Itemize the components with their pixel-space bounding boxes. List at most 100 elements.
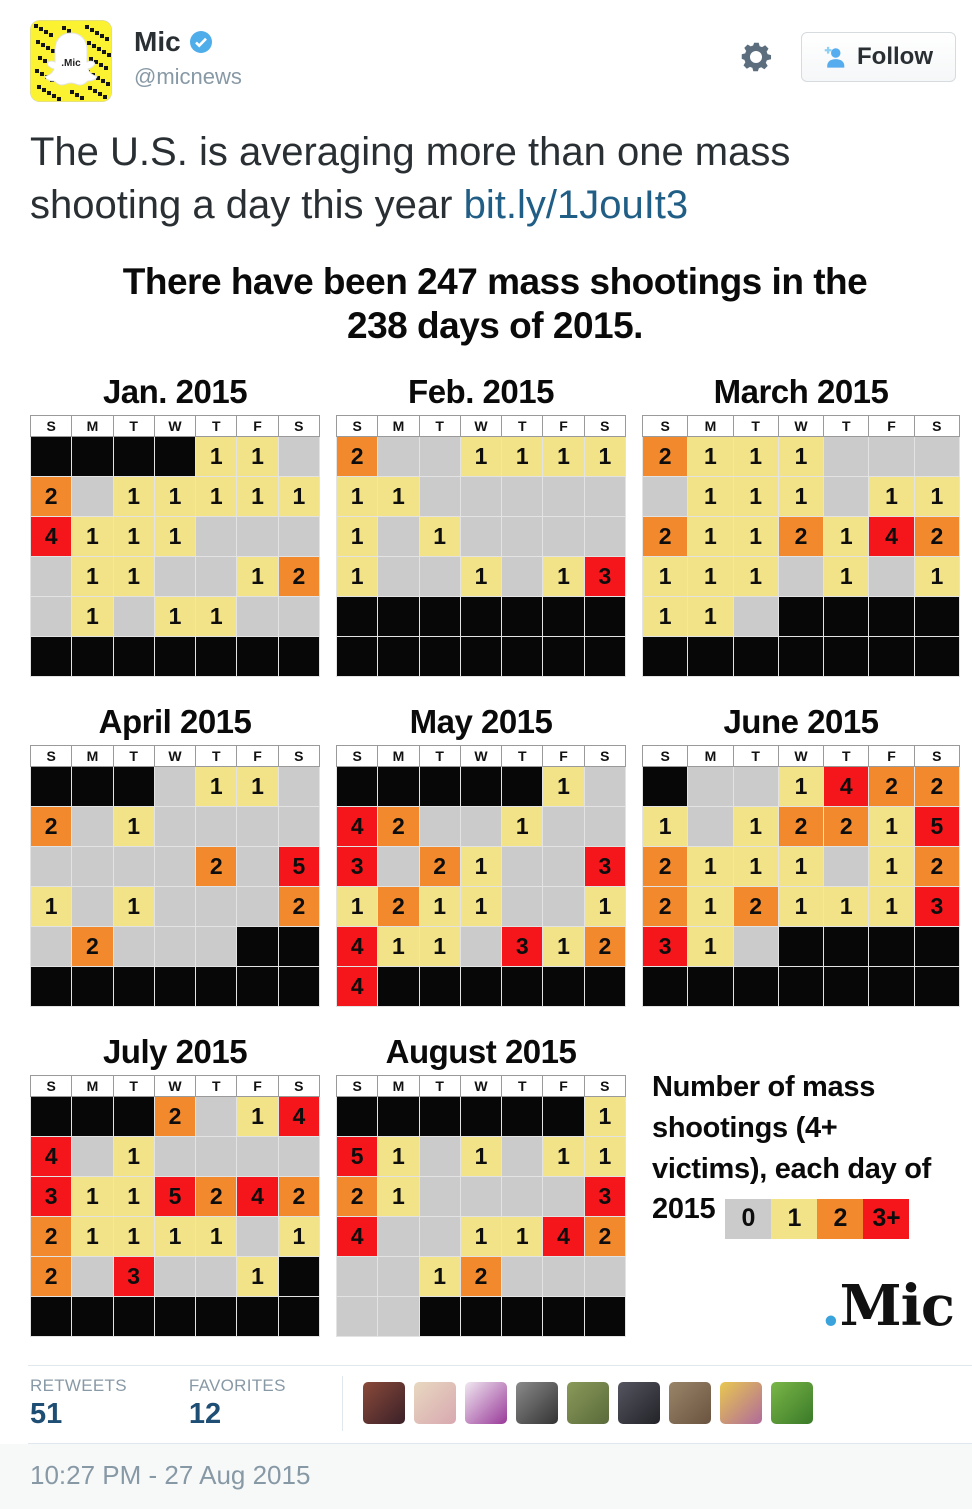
day-cell: 2 — [277, 556, 321, 598]
day-cell — [542, 966, 585, 1008]
day-cell: 1 — [687, 476, 734, 518]
day-cell: 1 — [732, 436, 779, 478]
follower-avatar[interactable] — [719, 1382, 762, 1425]
day-cell: 2 — [277, 1176, 321, 1218]
follower-avatar[interactable] — [566, 1382, 609, 1425]
follower-avatar[interactable] — [668, 1382, 711, 1425]
header-actions: Follow — [737, 20, 956, 82]
day-cell: 1 — [732, 846, 779, 888]
day-cell: 1 — [418, 516, 461, 558]
day-cell — [777, 636, 825, 678]
day-cell — [732, 636, 779, 678]
day-cell — [377, 436, 420, 478]
day-cell — [195, 1256, 238, 1298]
day-cell: 1 — [542, 556, 585, 598]
day-cell — [583, 516, 627, 558]
day-header: T — [501, 415, 544, 438]
favorites-stat[interactable]: FAVORITES 12 — [189, 1376, 286, 1431]
day-header: S — [29, 1075, 73, 1098]
display-name[interactable]: Mic — [134, 26, 181, 57]
day-cell — [687, 766, 734, 808]
day-cell: 1 — [195, 476, 238, 518]
day-cell — [335, 636, 379, 678]
user-handle[interactable]: @micnews — [134, 64, 242, 89]
day-cell — [542, 636, 585, 678]
day-cell: 5 — [153, 1176, 197, 1218]
day-cell — [277, 806, 321, 848]
svg-text:.Mic: .Mic — [61, 58, 81, 69]
follower-avatar[interactable] — [413, 1382, 456, 1425]
day-cell: 3 — [913, 886, 961, 928]
day-cell: 2 — [71, 926, 114, 968]
follower-avatar[interactable] — [617, 1382, 660, 1425]
day-cell — [112, 1296, 155, 1338]
legend-text: Number of mass shootings (4+ victims), e… — [652, 1067, 960, 1239]
gear-icon[interactable] — [737, 38, 775, 76]
day-cell: 2 — [29, 1256, 73, 1298]
day-cell — [335, 1256, 379, 1298]
follower-avatar[interactable] — [464, 1382, 507, 1425]
day-cell — [418, 1296, 461, 1338]
day-cell: 2 — [777, 806, 825, 848]
day-cell — [459, 926, 503, 968]
follower-avatar[interactable] — [515, 1382, 558, 1425]
day-cell — [335, 1096, 379, 1138]
tweet-text: The U.S. is averaging more than one mass… — [0, 102, 950, 232]
day-cell: 1 — [459, 436, 503, 478]
day-cell: 1 — [459, 886, 503, 928]
month-calendar: April 2015 S M T W T F S 1 1 2 1 2 5 1 1 2 2 — [29, 703, 321, 1008]
day-header: S — [29, 745, 73, 768]
day-cell — [542, 806, 585, 848]
tweet-media-infographic[interactable]: There have been 247 mass shootings in th… — [0, 232, 972, 1339]
day-cell — [112, 926, 155, 968]
day-cell: 1 — [777, 476, 825, 518]
retweets-stat[interactable]: RETWEETS 51 — [30, 1376, 127, 1431]
day-cell: 1 — [71, 516, 114, 558]
day-cell: 1 — [112, 556, 155, 598]
day-cell: 1 — [236, 1096, 279, 1138]
day-cell: 1 — [641, 556, 689, 598]
day-cell — [377, 1256, 420, 1298]
day-cell: 1 — [71, 1176, 114, 1218]
day-cell — [459, 806, 503, 848]
day-cell — [377, 1296, 420, 1338]
day-header: S — [277, 1075, 321, 1098]
day-cell — [236, 1136, 279, 1178]
day-header: S — [583, 415, 627, 438]
day-cell: 1 — [687, 846, 734, 888]
day-cell — [459, 766, 503, 808]
day-cell — [277, 636, 321, 678]
avatar[interactable]: .Mic — [30, 20, 112, 102]
day-cell — [236, 516, 279, 558]
day-cell — [236, 1296, 279, 1338]
day-cell: 2 — [29, 476, 73, 518]
day-cell — [236, 926, 279, 968]
day-cell: 2 — [377, 886, 420, 928]
day-cell: 2 — [459, 1256, 503, 1298]
day-cell — [418, 556, 461, 598]
day-cell — [277, 436, 321, 478]
day-header: S — [913, 415, 961, 438]
day-cell — [459, 636, 503, 678]
timestamp-bar: 10:27 PM - 27 Aug 2015 — [0, 1443, 972, 1509]
day-header: T — [418, 1075, 461, 1098]
follower-avatar[interactable] — [770, 1382, 813, 1425]
day-cell — [868, 966, 915, 1008]
day-cell: 4 — [335, 926, 379, 968]
follower-avatar[interactable] — [362, 1382, 405, 1425]
favorites-count: 12 — [188, 1397, 222, 1430]
follow-button[interactable]: Follow — [801, 32, 956, 82]
day-cell: 1 — [377, 926, 420, 968]
day-header: S — [277, 745, 321, 768]
day-cell — [418, 1176, 461, 1218]
day-cell — [542, 516, 585, 558]
day-cell — [71, 1136, 114, 1178]
retweets-label: RETWEETS — [30, 1375, 127, 1395]
day-header: M — [71, 1075, 114, 1098]
day-header: W — [153, 1075, 197, 1098]
tweet-link[interactable]: bit.ly/1JouIt3 — [463, 183, 689, 227]
day-cell: 1 — [583, 886, 627, 928]
day-cell — [236, 886, 279, 928]
